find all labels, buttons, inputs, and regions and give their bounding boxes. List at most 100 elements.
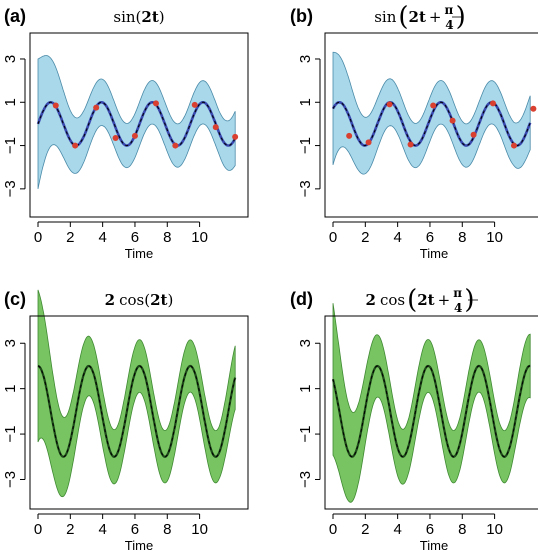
y-tick-label: 1 (297, 98, 314, 106)
panel-d: (d) 2 cos(2t + π 4) 0 2 4 6 8 10 3 1 −1 −3 Time (290, 285, 538, 553)
x-axis-title: Time (125, 538, 153, 553)
panel-label: (c) (4, 289, 26, 309)
observation-point (430, 102, 437, 109)
y-tick-label: −1 (2, 137, 19, 154)
x-tick-label: 0 (34, 521, 42, 538)
x-tick-label: 8 (163, 521, 171, 538)
plot-frame (29, 32, 249, 218)
title-part: 2t (150, 291, 167, 309)
y-tick-label: 3 (297, 55, 314, 63)
plus-sign: + (438, 291, 451, 309)
title-part: 2t (141, 8, 158, 26)
title-part: 4 (454, 301, 462, 315)
title-part: sin( (113, 8, 141, 26)
y-tick-label: −3 (297, 180, 314, 197)
observation-point (191, 101, 198, 108)
observation-point (212, 124, 219, 131)
credible-band (37, 289, 236, 498)
x-tick-label: 10 (191, 229, 208, 246)
plot-area: 0 2 4 6 8 10 3 1 −1 −3 (2, 289, 249, 538)
true-function-line (332, 101, 531, 147)
x-tick-label: 4 (393, 521, 401, 538)
title-part: 2 (366, 291, 376, 309)
x-tick-label: 4 (393, 229, 401, 246)
y-tick-label: 3 (2, 339, 19, 347)
observation-point (112, 134, 119, 141)
x-tick-label: 8 (163, 229, 171, 246)
x-tick-label: 2 (66, 229, 74, 246)
y-tick-label: −3 (2, 471, 19, 488)
x-axis-title: Time (125, 246, 153, 261)
panel-label: (b) (290, 6, 313, 26)
title-part: 2t (417, 291, 434, 309)
plot-area: 0 2 4 6 8 10 3 1 −1 −3 (2, 32, 249, 246)
x-tick-label: 0 (329, 521, 337, 538)
x-tick-label: 4 (98, 521, 106, 538)
paren-left: ( (407, 285, 417, 315)
y-tick-label: 3 (2, 55, 19, 63)
panel-label: (a) (4, 6, 26, 26)
observation-point (232, 133, 239, 140)
observation-point (52, 102, 59, 109)
plot-frame (324, 315, 538, 510)
y-tick-label: 1 (297, 384, 314, 392)
title-part: sin (374, 8, 396, 26)
observation-point (530, 105, 537, 112)
y-tick-label: −1 (297, 137, 314, 154)
x-tick-label: 6 (426, 229, 434, 246)
panel-label: (d) (290, 289, 313, 309)
panel-title: 2 cos(2t) (105, 291, 174, 309)
x-tick-label: 6 (131, 229, 139, 246)
title-part: 4 (445, 18, 453, 32)
x-tick-label: 2 (361, 521, 369, 538)
observation-point (470, 131, 477, 138)
plot-frame (324, 32, 538, 218)
y-tick-label: −3 (2, 180, 19, 197)
y-tick-label: −1 (297, 426, 314, 443)
x-axis-title: Time (420, 538, 448, 553)
x-axis-title: Time (420, 246, 448, 261)
title-part: ) (159, 8, 165, 26)
observation-point (172, 142, 179, 149)
paren-left: ( (398, 2, 408, 32)
title-part: 2t (409, 8, 426, 26)
panel-a: (a) sin(2t) 0 2 4 6 8 10 3 1 −1 −3 Time (2, 6, 249, 261)
title-part: cos (380, 291, 405, 309)
plus-sign: + (429, 8, 442, 26)
x-tick-label: 10 (486, 521, 503, 538)
true-function-line (37, 365, 236, 458)
plot-area: 0 2 4 6 8 10 3 1 −1 −3 (297, 303, 538, 538)
plot-frame (29, 315, 249, 510)
observation-point (489, 100, 496, 107)
observation-point (365, 139, 372, 146)
y-tick-label: 3 (297, 339, 314, 347)
x-tick-label: 2 (361, 229, 369, 246)
title-part: π (453, 286, 462, 300)
panel-title: 2 cos(2t + π 4) (366, 285, 475, 315)
observation-point (131, 132, 138, 139)
x-tick-label: 0 (34, 229, 42, 246)
observation-point (72, 142, 79, 149)
observation-point (449, 117, 456, 124)
y-tick-label: −1 (2, 426, 19, 443)
y-tick-label: −3 (297, 471, 314, 488)
x-tick-label: 10 (191, 521, 208, 538)
y-tick-label: 1 (2, 384, 19, 392)
panel-title: sin(2t) (113, 8, 164, 26)
x-tick-label: 2 (66, 521, 74, 538)
observation-point (346, 132, 353, 139)
observation-point (386, 101, 393, 108)
observation-point (407, 141, 414, 148)
title-part: π (444, 3, 453, 17)
title-part: 2 (105, 291, 115, 309)
y-tick-label: 1 (2, 98, 19, 106)
observation-point (510, 142, 517, 149)
x-tick-label: 6 (426, 521, 434, 538)
x-tick-label: 10 (486, 229, 503, 246)
x-tick-label: 4 (98, 229, 106, 246)
title-part: cos( (119, 291, 150, 309)
plot-area: 0 2 4 6 8 10 3 1 −1 −3 (297, 32, 538, 246)
